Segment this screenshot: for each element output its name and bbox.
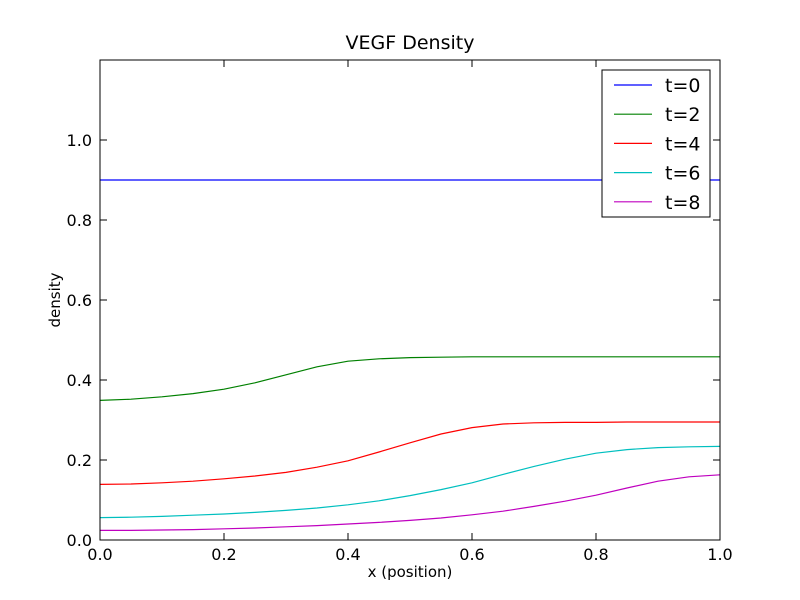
legend-label-t-0: t=0	[665, 75, 700, 97]
x-tick-label-0: 0.0	[87, 545, 112, 564]
y-tick-label-2: 0.4	[67, 371, 92, 390]
y-tick-label-3: 0.6	[67, 291, 92, 310]
series-line-t-4	[99, 421, 720, 485]
legend-label-t-4: t=4	[665, 133, 700, 155]
y-tick-label-5: 1.0	[67, 131, 92, 150]
legend-label-t-8: t=8	[665, 192, 700, 214]
x-tick-label-5: 1.0	[707, 545, 732, 564]
x-axis-label: x (position)	[368, 563, 453, 581]
y-tick-label-4: 0.8	[67, 211, 92, 230]
x-tick-label-2: 0.4	[335, 545, 360, 564]
legend-label-t-6: t=6	[665, 163, 700, 185]
legend-label-t-2: t=2	[665, 104, 700, 126]
x-tick-label-3: 0.6	[459, 545, 484, 564]
series-line-t-2	[99, 356, 720, 401]
y-axis-label: density	[46, 272, 64, 327]
y-tick-label-1: 0.2	[67, 451, 92, 470]
chart-title: VEGF Density	[346, 32, 475, 54]
y-tick-label-0: 0.0	[67, 531, 92, 550]
x-tick-label-4: 0.8	[583, 545, 608, 564]
legend: t=0 t=2 t=4 t=6 t=8	[601, 69, 711, 218]
axis-ticks	[99, 60, 721, 541]
tick-labels: 0.0 0.2 0.4 0.6 0.8 1.0 0.0 0.2 0.4 0.6 0.8 1.0	[67, 131, 733, 564]
x-tick-label-1: 0.2	[211, 545, 236, 564]
legend-entries: t=0 t=2 t=4 t=6 t=8	[614, 75, 700, 214]
series-line-t-8	[100, 474, 721, 532]
series-line-t-6	[99, 445, 721, 519]
plot-frame	[99, 59, 721, 541]
